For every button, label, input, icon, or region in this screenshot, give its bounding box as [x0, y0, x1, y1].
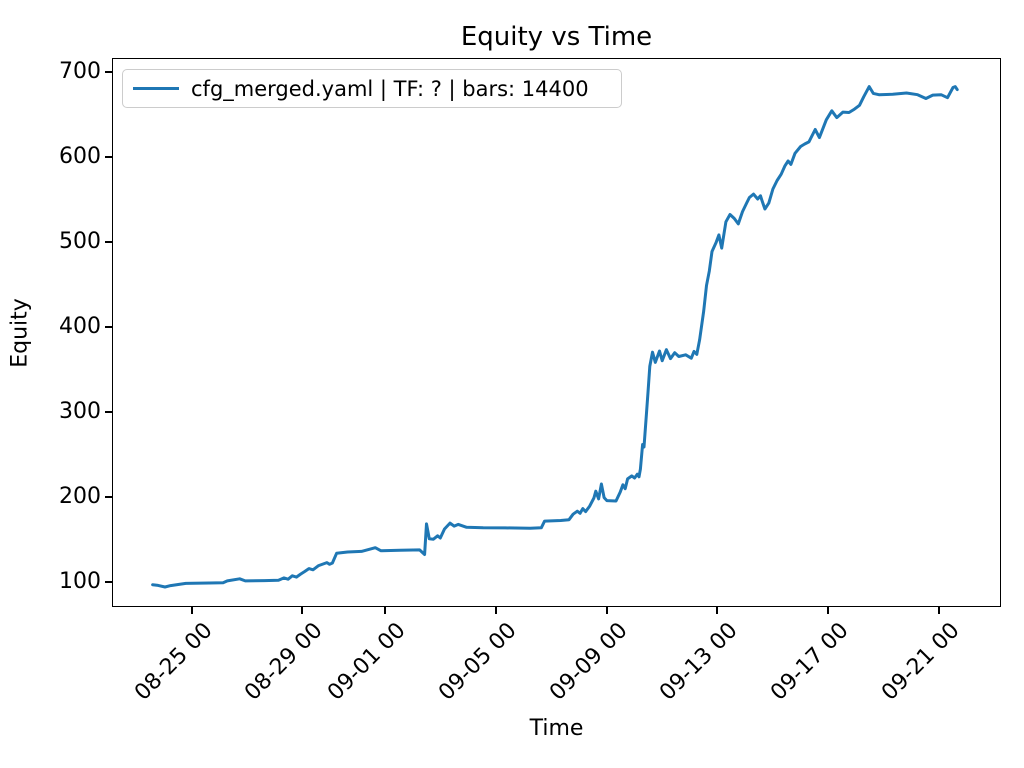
- x-tick-label: 09-13 00: [655, 618, 744, 706]
- x-tick-label: 09-09 00: [544, 618, 633, 706]
- x-tick-mark: [716, 607, 719, 614]
- y-tick-label: 200: [59, 484, 101, 509]
- x-tick-label: 09-01 00: [323, 618, 412, 706]
- y-tick-label: 400: [59, 314, 101, 340]
- y-tick-mark: [105, 326, 112, 329]
- y-tick-label: 300: [59, 399, 101, 424]
- x-tick-mark: [190, 607, 193, 614]
- x-axis-label: Time: [529, 716, 584, 741]
- legend-label: cfg_merged.yaml | TF: ? | bars: 14400: [191, 76, 589, 101]
- equity-series-line: [151, 85, 959, 589]
- y-tick-mark: [105, 156, 112, 159]
- x-tick-label: 09-21 00: [876, 618, 965, 706]
- plot-area: cfg_merged.yaml | TF: ? | bars: 14400: [112, 58, 1001, 607]
- x-tick-label: 08-29 00: [240, 618, 329, 706]
- legend-line-sample-icon: [133, 87, 179, 90]
- y-tick-label: 100: [59, 569, 101, 594]
- x-tick-label: 09-05 00: [434, 618, 522, 706]
- y-tick-mark: [105, 581, 112, 583]
- y-tick-mark: [105, 71, 112, 74]
- x-tick-mark: [301, 607, 304, 614]
- y-tick-mark: [105, 411, 112, 413]
- y-tick-label: 600: [59, 144, 101, 170]
- equity-line-chart: [151, 85, 959, 589]
- x-tick-label: 08-25 00: [129, 618, 218, 706]
- y-tick-label: 700: [59, 59, 101, 85]
- x-tick-mark: [937, 607, 940, 614]
- x-tick-mark: [384, 607, 387, 614]
- x-tick-label: 09-17 00: [766, 618, 854, 706]
- chart-title: Equity vs Time: [460, 22, 653, 52]
- legend: cfg_merged.yaml | TF: ? | bars: 14400: [122, 69, 622, 108]
- y-tick-mark: [105, 241, 112, 244]
- x-tick-mark: [605, 607, 608, 614]
- y-axis-label: Equity: [7, 298, 33, 368]
- y-tick-mark: [105, 496, 112, 498]
- x-tick-mark: [827, 607, 830, 614]
- y-tick-label: 500: [59, 229, 101, 255]
- x-tick-mark: [495, 607, 498, 614]
